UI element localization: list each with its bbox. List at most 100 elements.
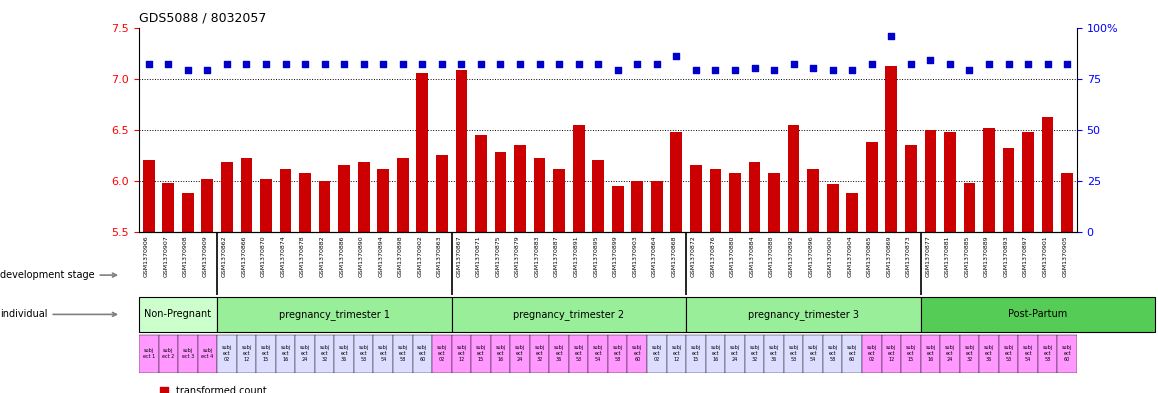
Text: GSM1370870: GSM1370870 [261, 235, 266, 277]
Text: GSM1370885: GSM1370885 [965, 235, 969, 277]
Bar [842, 335, 862, 373]
Text: GSM1370882: GSM1370882 [320, 235, 324, 277]
Bar [924, 130, 936, 232]
Point [315, 61, 334, 68]
Text: GSM1370888: GSM1370888 [769, 235, 774, 277]
Text: GSM1370893: GSM1370893 [1004, 235, 1009, 277]
Point [433, 61, 452, 68]
Bar [1061, 173, 1073, 232]
Bar [435, 155, 448, 232]
Bar [881, 335, 901, 373]
Text: GSM1370895: GSM1370895 [593, 235, 599, 277]
Text: GSM1370901: GSM1370901 [1042, 235, 1048, 277]
Point [863, 61, 881, 68]
Bar [494, 152, 506, 232]
Point [218, 61, 236, 68]
Text: Non-Pregnant: Non-Pregnant [145, 309, 212, 320]
Bar [667, 335, 686, 373]
Bar [432, 335, 452, 373]
Bar [338, 165, 350, 232]
Text: GSM1370865: GSM1370865 [866, 235, 872, 277]
Text: subj
ect
36: subj ect 36 [554, 345, 564, 362]
Bar [963, 183, 975, 232]
Bar [514, 145, 526, 232]
Text: GSM1370892: GSM1370892 [789, 235, 793, 277]
Text: GSM1370903: GSM1370903 [632, 235, 637, 277]
Bar [198, 335, 218, 373]
Bar [690, 165, 702, 232]
Point [155, 387, 174, 393]
Point [178, 67, 197, 73]
Bar [940, 335, 960, 373]
Bar [142, 160, 155, 232]
Text: subj
ect
53: subj ect 53 [1004, 345, 1013, 362]
Text: subj
ect
15: subj ect 15 [261, 345, 271, 362]
Bar [182, 193, 193, 232]
Text: subj
ect
54: subj ect 54 [808, 345, 819, 362]
Text: GSM1370904: GSM1370904 [848, 235, 852, 277]
Bar [710, 169, 721, 232]
Point [980, 61, 998, 68]
Text: subj
ect
58: subj ect 58 [828, 345, 837, 362]
Bar [651, 181, 662, 232]
Bar [358, 162, 369, 232]
Text: GSM1370871: GSM1370871 [476, 235, 481, 277]
Text: subj
ect
36: subj ect 36 [984, 345, 994, 362]
Text: subj
ect
12: subj ect 12 [241, 345, 251, 362]
Bar [139, 335, 159, 373]
Bar [452, 297, 686, 332]
Point [823, 67, 842, 73]
Bar [455, 70, 467, 232]
Bar [569, 335, 588, 373]
Bar [631, 181, 643, 232]
Point [237, 61, 256, 68]
Bar [784, 335, 804, 373]
Bar [236, 335, 256, 373]
Point [335, 61, 353, 68]
Bar [1003, 148, 1014, 232]
Text: subj
ect
53: subj ect 53 [359, 345, 368, 362]
Bar [241, 158, 252, 232]
Bar [295, 335, 315, 373]
Point [726, 67, 745, 73]
Text: subj
ect
58: subj ect 58 [1042, 345, 1053, 362]
Text: GSM1370898: GSM1370898 [397, 235, 403, 277]
Text: subj
ect
24: subj ect 24 [300, 345, 310, 362]
Text: subj
ect
15: subj ect 15 [906, 345, 916, 362]
Bar [471, 335, 491, 373]
Bar [823, 335, 842, 373]
Bar [178, 335, 198, 373]
Text: pregnancy_trimester 3: pregnancy_trimester 3 [748, 309, 859, 320]
Bar [315, 335, 335, 373]
Text: subj
ect
12: subj ect 12 [886, 345, 896, 362]
Point [746, 65, 764, 72]
Bar [162, 183, 174, 232]
Bar [686, 297, 921, 332]
Bar [373, 335, 393, 373]
Bar [804, 335, 823, 373]
Bar [1018, 335, 1038, 373]
Bar [960, 335, 980, 373]
Text: GSM1370867: GSM1370867 [456, 235, 461, 277]
Text: GSM1370889: GSM1370889 [984, 235, 989, 277]
Bar [218, 297, 452, 332]
Bar [475, 135, 486, 232]
Text: GSM1370900: GSM1370900 [828, 235, 833, 277]
Point [374, 61, 393, 68]
Text: subj
ect
60: subj ect 60 [848, 345, 857, 362]
Bar [901, 335, 921, 373]
Bar [866, 142, 878, 232]
Text: GSM1370906: GSM1370906 [144, 235, 148, 277]
Bar [1057, 335, 1077, 373]
Bar [705, 335, 725, 373]
Point [882, 33, 901, 39]
Point [471, 61, 490, 68]
Text: subj
ect 1: subj ect 1 [142, 348, 155, 359]
Text: GSM1370891: GSM1370891 [573, 235, 579, 277]
Point [960, 67, 979, 73]
Text: subj
ect
32: subj ect 32 [535, 345, 544, 362]
Text: subj
ect
60: subj ect 60 [417, 345, 427, 362]
Text: subj
ect
53: subj ect 53 [789, 345, 799, 362]
Text: Post-Partum: Post-Partum [1009, 309, 1068, 320]
Bar [256, 335, 276, 373]
